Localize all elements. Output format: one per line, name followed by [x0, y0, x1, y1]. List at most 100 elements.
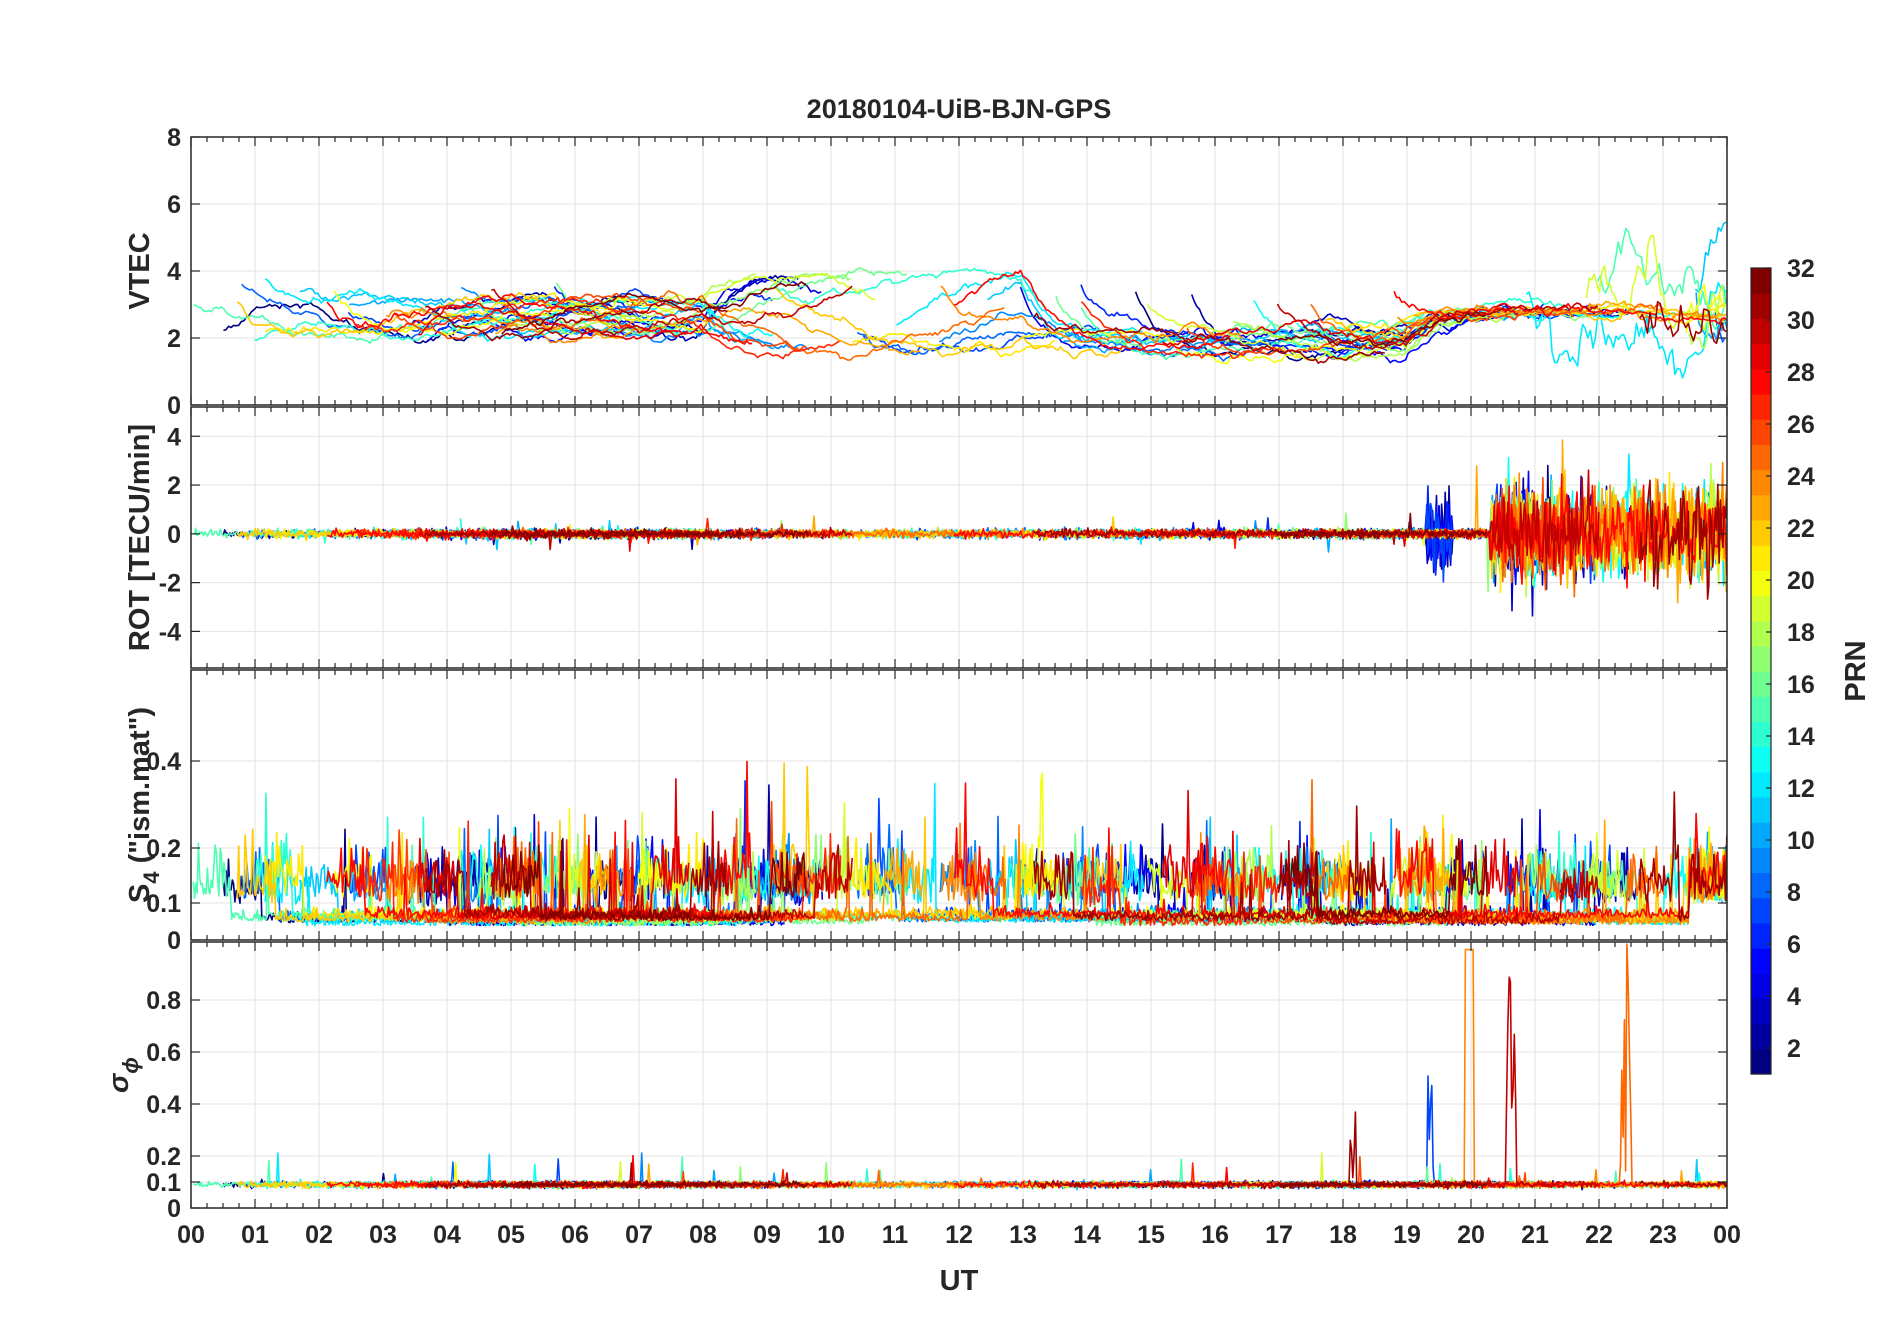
panel-s4: 00.10.20.4S4 ("ism.mat"): [124, 669, 1728, 955]
x-tick-label: 07: [625, 1221, 653, 1249]
panel-s4-traces: [192, 760, 1727, 927]
panel-sigma_phi-frame: [190, 941, 1728, 1209]
series-line-prn-31: [1639, 1179, 1727, 1188]
y-tick-label: 2: [167, 472, 181, 500]
series-line-prn-4: [426, 277, 822, 342]
colorbar-tick-label: 22: [1787, 515, 1815, 543]
series-line-prn-29: [418, 302, 688, 340]
panel-rot: -4 -2 0 2 4 ROT [TECU/min]: [124, 406, 1728, 669]
panel-s4-grid: [191, 670, 1727, 940]
series-line-prn-31: [1638, 791, 1727, 922]
series-line-prn-18: [1232, 308, 1557, 362]
colorbar-tick-label: 30: [1787, 307, 1815, 335]
colorbar-swatch: [1751, 343, 1771, 370]
colorbar-tick-label: 12: [1787, 775, 1815, 803]
x-tick-label: 10: [817, 1221, 845, 1249]
colorbar-swatch: [1751, 771, 1771, 798]
colorbar-swatch: [1751, 746, 1771, 773]
x-tick-label: 17: [1265, 1221, 1293, 1249]
series-line-prn-32: [1277, 837, 1488, 919]
colorbar-swatch: [1751, 922, 1771, 949]
series-line-prn-28: [953, 269, 1231, 351]
colorbar-swatch: [1751, 268, 1771, 294]
colorbar-swatch: [1751, 645, 1771, 672]
series-line-prn-22: [236, 291, 615, 339]
y-tick-label: 0.4: [146, 1091, 181, 1119]
panel-rot-ticks: [190, 407, 1728, 668]
x-axis: 00 01 02 03 04 05 06 07 08 09 10 11 12 13 14 15 16 17 18 19…: [177, 1221, 1741, 1249]
colorbar-swatch: [1751, 393, 1771, 420]
colorbar-swatch: [1751, 671, 1771, 697]
panel-rot-traces: [192, 439, 1727, 617]
x-tick-label: 19: [1393, 1221, 1421, 1249]
colorbar-swatch: [1751, 595, 1771, 622]
series-line-prn-31: [1033, 527, 1387, 540]
series-line-prn-20: [1685, 283, 1726, 334]
y-axis-label-vtec: VTEC: [124, 232, 156, 309]
series-line-prn-31: [1638, 479, 1727, 600]
colorbar-swatch: [1751, 368, 1771, 395]
x-tick-label: 14: [1073, 1221, 1101, 1249]
colorbar-tick-label: 14: [1787, 723, 1815, 751]
colorbar-tick-label: 28: [1787, 359, 1815, 387]
y-tick-label: 0: [167, 1195, 181, 1223]
panel-vtec-frame: [190, 136, 1728, 406]
series-line-prn-31: [425, 297, 728, 342]
y-tick-label: 0.4: [146, 748, 181, 776]
series-line-prn-21: [852, 332, 1056, 358]
colorbar-swatch: [1751, 1023, 1771, 1050]
x-axis-label: UT: [940, 1265, 979, 1297]
series-line-prn-30: [1276, 851, 1600, 925]
panel-vtec-traces: [193, 221, 1727, 379]
colorbar-swatch: [1751, 318, 1771, 345]
series-line-prn-32: [501, 1180, 809, 1189]
x-tick-label: 03: [369, 1221, 397, 1249]
y-tick-label: 0.1: [146, 1169, 181, 1197]
colorbar-tick-label: 26: [1787, 411, 1815, 439]
panel-sigma_phi-traces: [192, 943, 1727, 1191]
series-line-prn-32: [1278, 310, 1487, 347]
colorbar-swatch: [1751, 796, 1771, 823]
y-tick-label: 2: [167, 325, 181, 353]
series-line-prn-14: [774, 267, 1045, 308]
colorbar-swatch: [1751, 998, 1771, 1025]
y-tick-label: 8: [167, 124, 181, 152]
series-line-prn-32: [501, 839, 809, 922]
colorbar-swatch: [1751, 519, 1771, 546]
colorbar-tick-label: 8: [1787, 879, 1801, 907]
panel-rot-frame: [190, 406, 1728, 669]
colorbar-swatch: [1751, 570, 1771, 597]
x-tick-label: 16: [1201, 1221, 1229, 1249]
x-tick-label: 23: [1649, 1221, 1677, 1249]
colorbar-swatch: [1751, 1048, 1771, 1075]
panel-rot-grid: [191, 407, 1727, 668]
y-tick-label: 0.2: [146, 1143, 181, 1171]
y-tick-label: 0: [167, 927, 181, 955]
x-tick-label: 08: [689, 1221, 717, 1249]
x-tick-label: 02: [305, 1221, 333, 1249]
colorbar-swatch: [1751, 494, 1771, 521]
y-tick-label: -2: [159, 570, 181, 598]
series-line-prn-12: [1525, 281, 1727, 379]
series-line-prn-32: [1278, 1180, 1488, 1189]
colorbar-swatch: [1751, 444, 1771, 471]
x-tick-label: 01: [241, 1221, 269, 1249]
y-tick-label: 0.1: [146, 890, 181, 918]
series-line-prn-30: [491, 285, 853, 341]
y-axis-label-rot: ROT [TECU/min]: [124, 424, 156, 651]
colorbar-swatch: [1751, 696, 1771, 722]
x-tick-label: 22: [1585, 1221, 1613, 1249]
series-line-prn-19: [570, 272, 876, 310]
series-line-prn-31: [424, 840, 730, 919]
colorbar-swatch: [1751, 872, 1771, 899]
series-line-prn-27: [355, 296, 840, 360]
series-line-prn-27: [1080, 845, 1280, 927]
colorbar-swatch: [1751, 469, 1771, 496]
x-tick-label: 20: [1457, 1221, 1485, 1249]
colorbar-swatch: [1751, 419, 1771, 445]
y-tick-label: 6: [167, 191, 181, 219]
colorbar-tick-label: 18: [1787, 619, 1815, 647]
series-line-prn-29: [1162, 307, 1519, 346]
y-tick-label: 0: [167, 521, 181, 549]
